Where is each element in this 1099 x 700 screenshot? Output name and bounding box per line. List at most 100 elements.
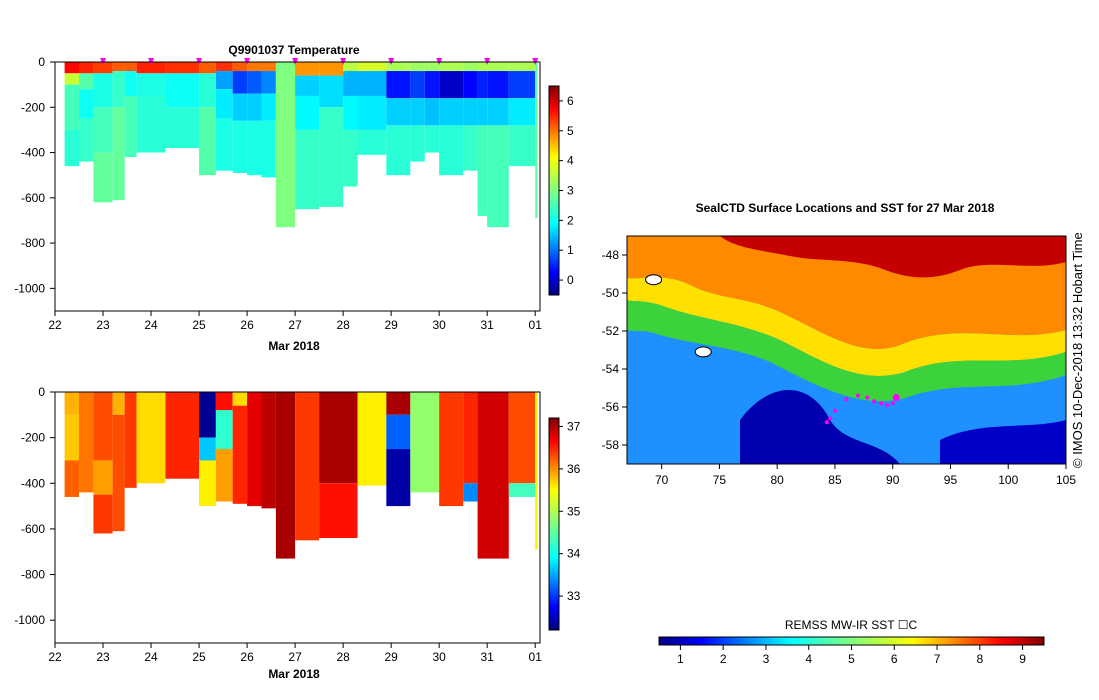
profile-cell: [463, 71, 478, 99]
profile-cell: [319, 107, 344, 207]
profile-cell: [215, 62, 233, 72]
profile-cell: [386, 125, 411, 176]
x-tick-label: 24: [144, 318, 158, 332]
sst-colorbar-tick-label: 7: [934, 652, 941, 666]
sst-colorbar-tick-label: 5: [848, 652, 855, 666]
sst-colorbar-title: REMSS MW-IR SST ☐C: [785, 618, 918, 632]
profile-cell: [319, 483, 358, 539]
profile-cell: [410, 98, 425, 126]
profile-cell: [232, 120, 248, 173]
profile-cell: [247, 93, 262, 121]
profile-cell: [386, 449, 411, 507]
profile-cell: [357, 71, 387, 96]
profile-cell: [247, 120, 262, 176]
track-point: [890, 401, 895, 406]
x-tick-label: 31: [480, 318, 494, 332]
profile-cell: [463, 483, 478, 502]
map-x-tick-label: 90: [886, 473, 900, 487]
track-point: [856, 393, 861, 398]
profile-cell: [199, 73, 216, 108]
profile-cell: [93, 460, 113, 495]
profile-cell: [295, 129, 320, 210]
profile-cell: [261, 71, 276, 94]
profile-cell: [439, 125, 464, 176]
profile-cell: [215, 392, 233, 411]
profile-cell: [232, 71, 248, 94]
profile-cell: [463, 392, 478, 484]
imos-timestamp: © IMOS 10-Dec-2018 13:32 Hobart Time: [1070, 232, 1085, 468]
profile-cell: [477, 98, 488, 126]
colorbar-tick-label: 4: [567, 154, 574, 168]
x-tick-label: 30: [432, 318, 446, 332]
x-tick-label: 23: [96, 650, 110, 664]
profile-cell: [64, 73, 80, 85]
salinity-panel: 22 23 24 25 26 27 28 29 30 31 01 0 -200 -400 -600 -800…: [14, 385, 580, 681]
profile-cell: [199, 392, 216, 438]
profile-cell: [112, 71, 125, 108]
profile-cell: [357, 129, 387, 155]
profile-cell: [477, 125, 488, 216]
profile-cell: [112, 392, 125, 415]
profile-cell: [275, 62, 296, 228]
profile-cell: [424, 71, 440, 99]
x-tick-label: 25: [192, 650, 206, 664]
colorbar-tick-label: 37: [567, 419, 581, 433]
profile-cell: [232, 392, 248, 406]
profile-cell: [215, 449, 233, 502]
temperature-colorbar-ticks: 0 1 2 3 4 5 6: [559, 94, 574, 287]
sst-green-band: [627, 300, 1066, 402]
profile-cell: [487, 62, 509, 72]
profile-cell: [136, 392, 166, 484]
island: [645, 274, 663, 286]
map-y-tick-label: -54: [602, 362, 620, 376]
profile-cell: [199, 460, 216, 507]
x-tick-label: 23: [96, 318, 110, 332]
profile-cell: [124, 95, 137, 158]
profile-cell: [295, 392, 320, 541]
profile-cell: [79, 89, 94, 119]
profile-cell: [165, 107, 200, 149]
profile-cell: [410, 125, 425, 162]
profile-cell: [357, 392, 387, 486]
map-x-tick-label: 95: [944, 473, 958, 487]
track-point: [884, 403, 889, 408]
profile-cell: [215, 89, 233, 119]
x-tick-label: 29: [384, 318, 398, 332]
profile-cell: [439, 392, 464, 507]
x-tick-label: 29: [384, 650, 398, 664]
profile-cell: [357, 95, 387, 130]
island-markers: [645, 274, 712, 358]
sst-map-panel: SealCTD Surface Locations and SST for 27…: [602, 201, 1085, 666]
profile-cell: [124, 71, 137, 96]
sst-colorbar: [658, 636, 1045, 646]
profile-cell: [124, 62, 137, 72]
profile-cell: [247, 392, 262, 507]
profile-cell: [477, 392, 509, 559]
sst-colorbar-tick-label: 2: [720, 652, 727, 666]
x-tick-label: 22: [48, 318, 62, 332]
track-point: [844, 397, 849, 402]
profile-cell: [386, 392, 411, 415]
profile-cell: [410, 392, 440, 493]
map-frame: [626, 235, 1067, 465]
profile-cell: [232, 62, 248, 72]
profile-cell: [215, 71, 233, 90]
colorbar-tick-label: 1: [567, 243, 574, 257]
sst-cold-pool: [740, 390, 900, 464]
y-tick-label: -1000: [14, 613, 45, 627]
profile-cell: [112, 107, 125, 201]
profile-cell: [247, 62, 262, 72]
profile-cell: [136, 62, 166, 74]
profile-cell: [535, 62, 538, 219]
x-tick-label: 25: [192, 318, 206, 332]
profile-cell: [199, 437, 216, 461]
sst-field: [627, 236, 1066, 464]
profile-cell: [93, 62, 113, 74]
colorbar-tick-label: 3: [567, 184, 574, 198]
profile-cell: [424, 125, 440, 153]
temperature-profiles: [64, 62, 538, 228]
y-tick-label: -600: [21, 522, 45, 536]
profile-cell: [261, 120, 276, 178]
profile-cell: [343, 62, 358, 72]
